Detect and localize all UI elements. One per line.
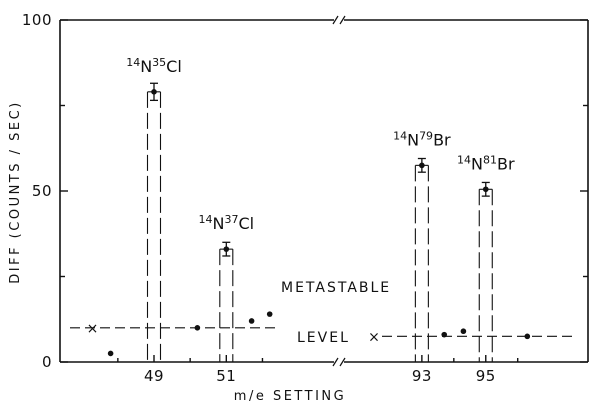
axis-break-mark <box>332 15 339 25</box>
peak-bars <box>146 82 493 362</box>
x-tick-label: 95 <box>476 367 496 385</box>
background-point <box>266 311 273 317</box>
background-point <box>441 331 448 338</box>
x-tick-label: 51 <box>216 367 236 385</box>
axis-break-mark <box>339 15 346 25</box>
peak-point <box>482 186 489 193</box>
axis-break-mark <box>332 357 339 367</box>
peak-label-halogen: Br <box>433 130 451 149</box>
x-tick-label: 93 <box>412 367 432 385</box>
axes: 0 50 100 49 51 93 95 <box>22 11 589 385</box>
y-tick-label: 50 <box>32 182 52 200</box>
peak-label-halogen-mass: 35 <box>152 56 166 69</box>
peak-label-nitrogen: N <box>213 214 225 233</box>
background-point <box>194 325 201 331</box>
peak-label-nitrogen-mass: 14 <box>457 153 471 166</box>
y-tick-label: 0 <box>42 353 52 371</box>
background-point <box>524 333 531 340</box>
peak-label-halogen: Cl <box>166 57 182 76</box>
axis-break-gap <box>334 359 344 365</box>
peak-label-halogen-mass: 79 <box>419 129 433 142</box>
x-tick-label: 49 <box>144 367 164 385</box>
peak-label-nitrogen-mass: 14 <box>126 56 140 69</box>
peak-label: 14N79Br <box>393 129 451 149</box>
x-axis-title: m/e SETTING <box>234 389 346 404</box>
peak-label-halogen-mass: 81 <box>483 153 497 166</box>
axis-break-mark <box>339 357 346 367</box>
peak-label-nitrogen-mass: 14 <box>199 213 213 226</box>
peak-label-nitrogen: N <box>140 57 152 76</box>
peak-point <box>223 246 230 252</box>
peak-label: 14N81Br <box>457 153 515 173</box>
peak-label-nitrogen: N <box>407 130 419 149</box>
metastable-label-line1: METASTABLE <box>281 280 391 296</box>
background-point <box>248 318 255 324</box>
metastable-level: ×× <box>70 321 574 345</box>
peak-label-halogen-mass: 37 <box>224 213 238 226</box>
peak-point <box>151 89 157 95</box>
background-points <box>107 311 531 357</box>
peak-label: 14N35Cl <box>126 56 182 76</box>
background-point <box>107 350 114 357</box>
peak-label-halogen: Br <box>497 154 515 173</box>
metastable-marker-left: × <box>87 321 99 337</box>
peak-label-halogen: Cl <box>238 214 254 233</box>
metastable-marker-right: × <box>368 329 380 345</box>
peak-label-nitrogen: N <box>471 154 483 173</box>
metastable-label-line2: LEVEL <box>297 330 350 346</box>
peak-point <box>419 162 425 169</box>
peak-label-nitrogen-mass: 14 <box>393 129 407 142</box>
background-point <box>460 328 467 335</box>
y-tick-label: 100 <box>22 11 52 29</box>
axis-break-gap <box>334 17 344 23</box>
peak-label: 14N37Cl <box>199 213 255 233</box>
y-axis-title: DIFF (COUNTS / SEC) <box>8 100 23 284</box>
